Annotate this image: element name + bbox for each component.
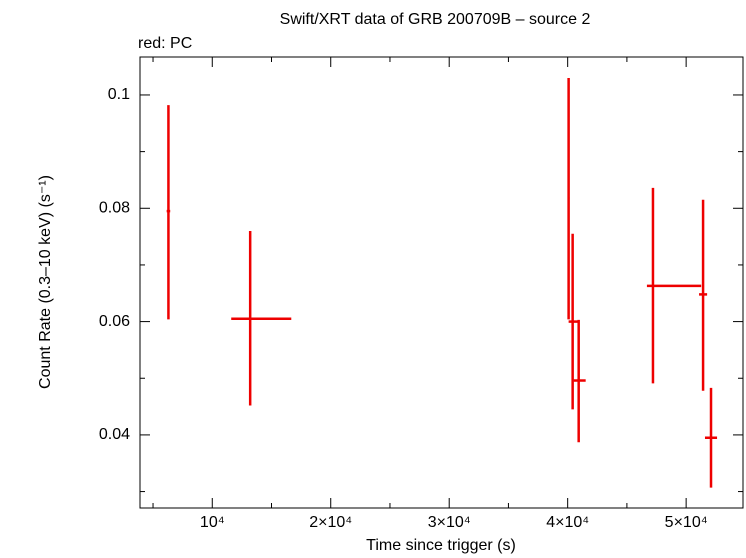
- x-tick-label: 10⁴: [200, 514, 225, 531]
- plot-frame: [139, 56, 744, 509]
- chart-title: Swift/XRT data of GRB 200709B – source 2: [280, 11, 591, 28]
- series-label: red: PC: [138, 35, 192, 52]
- y-tick-label: 0.06: [99, 313, 130, 330]
- x-axis-label: Time since trigger (s): [366, 537, 516, 554]
- x-tick-label: 3×10⁴: [428, 514, 471, 531]
- y-axis-label: Count Rate (0.3–10 keV) (s⁻¹): [37, 175, 54, 389]
- x-tick-label: 2×10⁴: [309, 514, 352, 531]
- y-tick-label: 0.1: [108, 86, 130, 103]
- y-tick-label: 0.04: [99, 426, 130, 443]
- y-tick-label: 0.08: [99, 199, 130, 216]
- x-tick-label: 4×10⁴: [546, 514, 589, 531]
- x-tick-label: 5×10⁴: [665, 514, 708, 531]
